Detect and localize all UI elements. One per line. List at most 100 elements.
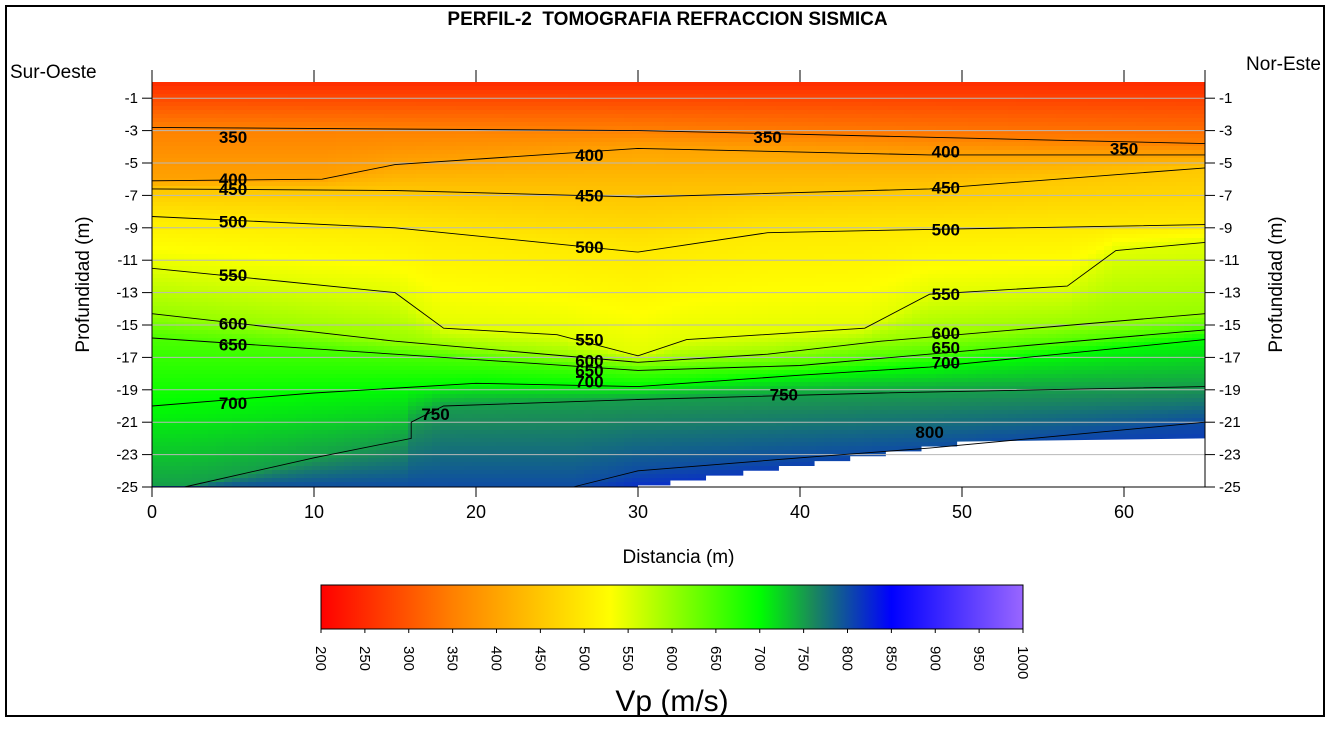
field-cell [336, 158, 345, 163]
field-cell [296, 394, 305, 399]
field-cell [176, 170, 185, 175]
field-cell [320, 298, 329, 303]
field-cell [336, 278, 345, 283]
field-cell [464, 262, 473, 267]
field-cell [448, 262, 457, 267]
field-cell [464, 362, 473, 367]
field-cell [480, 362, 489, 367]
field-cell [432, 218, 441, 223]
field-cell [520, 166, 529, 171]
field-cell [376, 102, 385, 107]
field-cell [480, 346, 489, 351]
field-cell [440, 250, 449, 255]
field-cell [224, 450, 233, 455]
field-cell [376, 114, 385, 119]
field-cell [448, 178, 457, 183]
field-cell [400, 298, 409, 303]
field-cell [232, 158, 241, 163]
field-cell [264, 430, 273, 435]
field-cell [208, 450, 217, 455]
field-cell [184, 430, 193, 435]
field-cell [504, 166, 513, 171]
field-cell [240, 282, 249, 287]
field-cell [152, 206, 161, 211]
field-cell [504, 310, 513, 315]
field-cell [344, 118, 353, 123]
field-cell [472, 278, 481, 283]
field-cell [344, 470, 353, 475]
field-cell [368, 246, 377, 251]
field-cell [192, 314, 201, 319]
field-cell [400, 302, 409, 307]
field-cell [192, 322, 201, 327]
field-cell [216, 102, 225, 107]
field-cell [248, 442, 257, 447]
field-cell [168, 410, 177, 415]
field-cell [392, 242, 401, 247]
field-cell [192, 434, 201, 439]
field-cell [368, 86, 377, 91]
field-cell [360, 90, 369, 95]
field-cell [168, 254, 177, 259]
field-cell [272, 370, 281, 375]
field-cell [240, 354, 249, 359]
field-cell [240, 442, 249, 447]
field-cell [456, 430, 465, 435]
field-cell [312, 318, 321, 323]
field-cell [152, 342, 161, 347]
field-cell [440, 450, 449, 455]
field-cell [280, 250, 289, 255]
field-cell [232, 242, 241, 247]
field-cell [488, 230, 497, 235]
field-cell [224, 414, 233, 419]
field-cell [152, 250, 161, 255]
field-cell [440, 106, 449, 111]
field-cell [320, 134, 329, 139]
field-cell [400, 114, 409, 119]
field-cell [376, 434, 385, 439]
field-cell [200, 206, 209, 211]
field-cell [448, 166, 457, 171]
field-cell [200, 254, 209, 259]
field-cell [200, 346, 209, 351]
field-cell [168, 354, 177, 359]
field-cell [440, 146, 449, 151]
field-cell [264, 402, 273, 407]
field-cell [184, 470, 193, 475]
field-cell [256, 362, 265, 367]
field-cell [416, 198, 425, 203]
field-cell [272, 322, 281, 327]
field-cell [336, 230, 345, 235]
field-cell [336, 282, 345, 287]
field-cell [200, 94, 209, 99]
field-cell [232, 406, 241, 411]
field-cell [304, 430, 313, 435]
field-cell [384, 310, 393, 315]
field-cell [304, 170, 313, 175]
field-cell [472, 362, 481, 367]
field-cell [400, 402, 409, 407]
field-cell [280, 414, 289, 419]
field-cell [200, 166, 209, 171]
field-cell [216, 210, 225, 215]
field-cell [368, 142, 377, 147]
field-cell [304, 250, 313, 255]
field-cell [264, 182, 273, 187]
field-cell [464, 350, 473, 355]
field-cell [336, 218, 345, 223]
field-cell [408, 90, 417, 95]
field-cell [456, 266, 465, 271]
field-cell [360, 250, 369, 255]
field-cell [328, 474, 337, 479]
field-cell [368, 378, 377, 383]
field-cell [152, 354, 161, 359]
field-cell [392, 234, 401, 239]
field-cell [320, 102, 329, 107]
field-cell [352, 242, 361, 247]
field-cell [216, 138, 225, 143]
field-cell [256, 310, 265, 315]
field-cell [352, 94, 361, 99]
field-cell [296, 362, 305, 367]
field-cell [288, 198, 297, 203]
field-cell [288, 298, 297, 303]
